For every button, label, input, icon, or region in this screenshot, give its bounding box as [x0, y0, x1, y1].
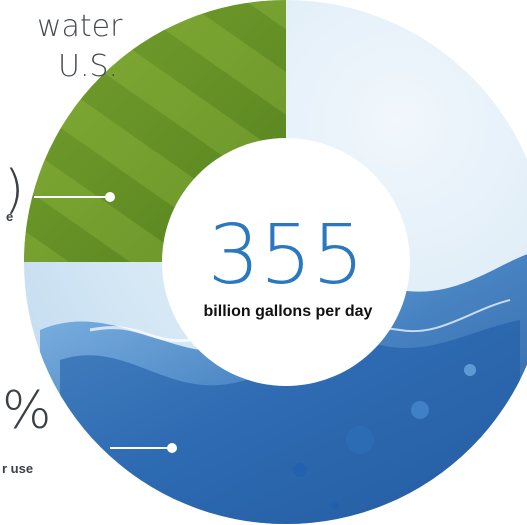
chart-title-line-1: water — [37, 9, 123, 44]
callout-number-outdoor: ) — [4, 160, 25, 220]
callout-number-indoor: % — [2, 381, 52, 441]
callout-dot-outdoor — [105, 192, 115, 202]
center-label: billion gallons per day — [204, 303, 373, 320]
chart-title-line-2: U.S. — [58, 49, 119, 84]
donut-center — [162, 138, 410, 386]
callout-label-outdoor: e — [6, 209, 14, 224]
callout-dot-indoor — [167, 443, 177, 453]
center-value: 355 — [208, 208, 365, 303]
water-splash-texture — [40, 250, 527, 524]
callout-label-indoor: r use — [2, 461, 34, 476]
